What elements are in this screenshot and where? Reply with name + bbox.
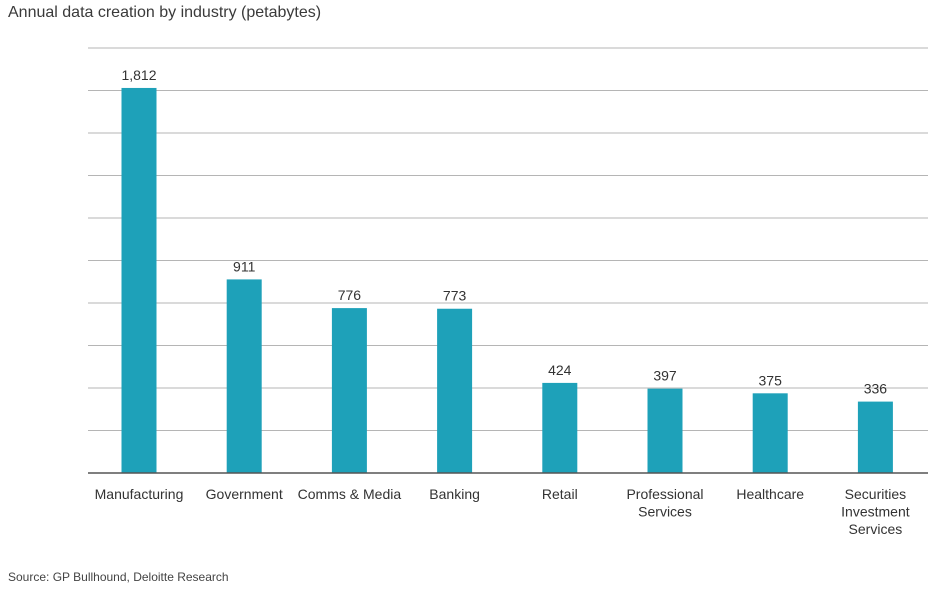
bar-value-label: 911 xyxy=(233,258,256,274)
bar-value-label: 1,812 xyxy=(121,67,156,83)
x-tick-label: Professional Services xyxy=(626,486,703,520)
x-tick-label: Comms & Media xyxy=(298,486,402,502)
x-tick-labels: Manufacturing Government Comms & Media Bank… xyxy=(95,486,910,537)
bar-value-label: 397 xyxy=(653,368,677,384)
x-tick-label-line: Services xyxy=(849,521,903,537)
bar-value-label: 773 xyxy=(443,288,467,304)
bar-value-label: 336 xyxy=(864,381,888,397)
bars xyxy=(121,87,893,473)
x-tick-label: Retail xyxy=(542,486,578,502)
chart-title: Annual data creation by industry (petaby… xyxy=(8,4,322,21)
x-tick-label-line: Retail xyxy=(542,486,578,502)
x-tick-label-line: Professional xyxy=(626,486,703,502)
bar xyxy=(226,279,262,473)
bar xyxy=(437,308,473,473)
x-tick-label-line: Services xyxy=(638,504,692,520)
x-tick-label-line: Government xyxy=(206,486,283,502)
x-tick-label-line: Investment xyxy=(841,504,910,520)
x-tick-label: Healthcare xyxy=(736,486,804,502)
bar-value-label: 776 xyxy=(338,287,362,303)
bar xyxy=(542,382,578,473)
bar xyxy=(121,87,157,473)
gridlines xyxy=(88,47,928,431)
x-tick-label-line: Comms & Media xyxy=(298,486,402,502)
x-tick-label-line: Manufacturing xyxy=(95,486,184,502)
bar xyxy=(752,393,788,473)
x-tick-label-line: Banking xyxy=(429,486,480,502)
x-tick-label: Manufacturing xyxy=(95,486,184,502)
x-tick-label-line: Securities xyxy=(845,486,906,502)
x-tick-label: Government xyxy=(206,486,283,502)
bar-value-label: 424 xyxy=(548,362,572,378)
x-tick-label: Securities Investment Services xyxy=(841,486,910,537)
bar xyxy=(857,401,893,473)
value-labels: 1,812 911 776 773 424 397 375 336 xyxy=(121,67,887,397)
bar xyxy=(647,388,683,473)
x-tick-label-line: Healthcare xyxy=(736,486,804,502)
x-tick-label: Banking xyxy=(429,486,480,502)
source-note: Source: GP Bullhound, Deloitte Research xyxy=(8,570,229,584)
bar xyxy=(331,308,367,473)
bar-value-label: 375 xyxy=(759,372,783,388)
